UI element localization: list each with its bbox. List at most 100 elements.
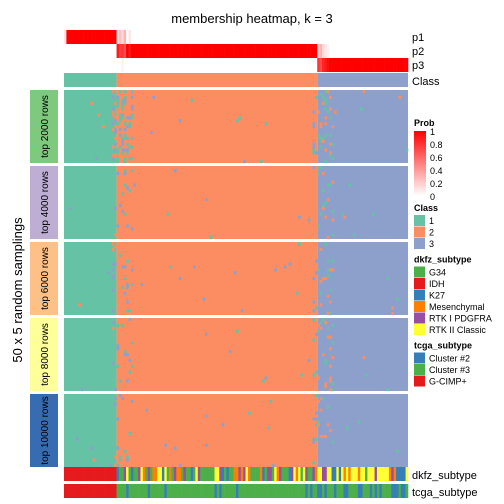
heatmap-noise-cell xyxy=(326,294,330,298)
dkfz-subtype-cell xyxy=(386,467,390,481)
prob-cell-p1 xyxy=(126,30,129,44)
heatmap-noise-cell xyxy=(312,145,316,149)
tcga-subtype-cell xyxy=(80,484,84,498)
prob-cell-p3 xyxy=(142,58,146,72)
dkfz-subtype-cell xyxy=(243,467,246,481)
dkfz-subtype-cell xyxy=(262,467,265,481)
prob-cell-p2 xyxy=(102,44,105,58)
heatmap-noise-cell xyxy=(314,95,318,99)
tcga-subtype-cell xyxy=(126,484,129,498)
heatmap-noise-cell xyxy=(128,309,132,313)
dkfz-subtype-cell xyxy=(264,467,268,481)
prob-cell-p1 xyxy=(193,30,196,44)
prob-cell-p2 xyxy=(90,44,93,58)
prob-cell-p3 xyxy=(202,58,206,72)
heatmap-noise-cell xyxy=(298,242,301,246)
heatmap-noise-cell xyxy=(329,133,332,137)
tcga-subtype-cell xyxy=(310,484,313,498)
heatmap-noise-cell xyxy=(114,388,117,392)
prob-cell-p3 xyxy=(166,58,170,72)
heatmap-noise-cell xyxy=(166,212,170,216)
heatmap-noise-cell xyxy=(123,90,127,94)
prob-cell-p1 xyxy=(159,30,163,44)
prob-cell-p3 xyxy=(262,58,265,72)
prob-cell-p3 xyxy=(365,58,368,72)
prob-cell-p2 xyxy=(145,44,148,58)
tcga-subtype-cell xyxy=(78,484,82,498)
prob-cell-p2 xyxy=(104,44,108,58)
prob-cell-p2 xyxy=(226,44,230,58)
heatmap-noise-cell xyxy=(114,402,117,406)
prob-cell-p3 xyxy=(322,58,325,72)
heatmap-noise-cell xyxy=(123,212,127,216)
prob-cell-p3 xyxy=(393,58,397,72)
dkfz-subtype-cell xyxy=(99,467,103,481)
heatmap-noise-cell xyxy=(298,215,301,219)
prob-cell-p2 xyxy=(207,44,211,58)
prob-cell-p1 xyxy=(267,30,270,44)
prob-cell-p2 xyxy=(169,44,172,58)
heatmap-noise-cell xyxy=(314,259,318,263)
prob-cell-p2 xyxy=(154,44,158,58)
legend-swatch xyxy=(414,375,425,387)
dkfz-subtype-cell xyxy=(391,467,394,481)
heatmap-noise-cell xyxy=(329,300,332,304)
prob-cell-p3 xyxy=(360,58,363,72)
prob-cell-p2 xyxy=(381,44,385,58)
prob-cell-p2 xyxy=(209,44,213,58)
tcga-subtype-cell xyxy=(281,484,285,498)
prob-cell-p1 xyxy=(286,30,289,44)
legend-title-dkfz_subtype: dkfz_subtype xyxy=(414,255,472,265)
heatmap-noise-cell xyxy=(319,291,323,295)
heatmap-noise-cell xyxy=(114,396,117,401)
dkfz-subtype-cell xyxy=(312,467,316,481)
prob-cell-p3 xyxy=(269,58,273,72)
prob-cell-p1 xyxy=(71,30,74,44)
dkfz-subtype-cell xyxy=(403,467,406,481)
heatmap-noise-cell xyxy=(111,110,115,114)
dkfz-subtype-cell xyxy=(159,467,163,481)
subtype-tracks: dkfz_subtype tcga_subtype xyxy=(64,467,477,499)
prob-cell-p1 xyxy=(386,30,390,44)
prob-cell-p3 xyxy=(317,58,320,72)
prob-cell-p1 xyxy=(224,30,227,44)
prob-cell-p1 xyxy=(343,30,347,44)
dkfz-subtype-cell xyxy=(83,467,86,481)
prob-cell-p3 xyxy=(283,58,287,72)
heatmap-noise-cell xyxy=(324,107,328,111)
tcga-subtype-cell xyxy=(271,484,275,498)
prob-cell-p3 xyxy=(255,58,258,72)
prob-cell-p2 xyxy=(176,44,179,58)
tcga-subtype-cell xyxy=(188,484,191,498)
dkfz-subtype-cell xyxy=(310,467,313,481)
tcga-subtype-cell xyxy=(300,484,304,498)
prob-cell-p2 xyxy=(178,44,182,58)
prob-cell-p1 xyxy=(107,30,110,44)
heatmap-noise-cell xyxy=(126,125,129,129)
heatmap-block-class-3 xyxy=(317,166,408,239)
prob-cell-p3 xyxy=(226,58,230,72)
prob-cell-p3 xyxy=(90,58,93,72)
heatmap-noise-cell xyxy=(288,262,292,266)
tcga-subtype-cell xyxy=(228,484,232,498)
tcga-subtype-cell xyxy=(224,484,227,498)
prob-cell-p2 xyxy=(157,44,160,58)
heatmap-noise-cell xyxy=(150,130,153,134)
prob-cell-p3 xyxy=(243,58,246,72)
legend-swatch xyxy=(414,312,425,324)
prob-cell-p1 xyxy=(118,30,122,44)
prob-cell-p2 xyxy=(114,44,117,58)
tcga-subtype-cell xyxy=(243,484,246,498)
legends: Prob10.80.60.40.20Class123dkfz_subtypeG3… xyxy=(414,118,492,387)
prob-cell-p1 xyxy=(365,30,368,44)
heatmap-noise-cell xyxy=(221,423,225,427)
dkfz-subtype-cell xyxy=(224,467,227,481)
dkfz-subtype-cell xyxy=(336,467,340,481)
prob-cell-p2 xyxy=(85,44,89,58)
tcga-subtype-cell xyxy=(107,484,110,498)
heatmap-noise-cell xyxy=(121,98,125,102)
heatmap-noise-cell xyxy=(314,411,318,415)
prob-cell-p1 xyxy=(362,30,366,44)
heatmap-noise-cell xyxy=(126,148,129,152)
heatmap-noise-cell xyxy=(314,394,318,398)
